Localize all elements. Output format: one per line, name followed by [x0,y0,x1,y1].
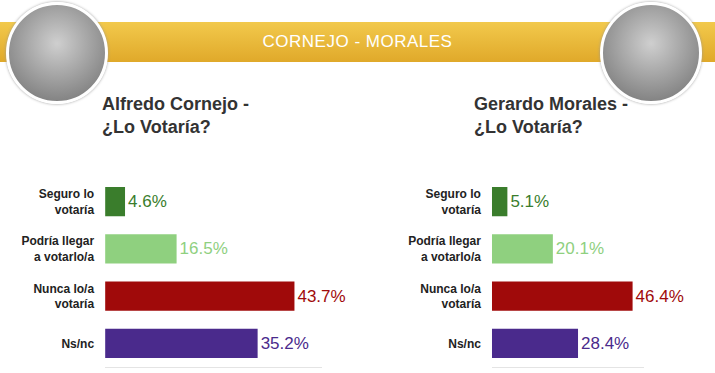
svg-text:28.4%: 28.4% [581,334,629,353]
svg-text:Gerardo Morales -¿Lo Votaría?: Gerardo Morales -¿Lo Votaría? [474,94,628,137]
svg-text:20.1%: 20.1% [556,239,604,258]
svg-text:Seguro lovotaría: Seguro lovotaría [426,187,482,217]
svg-text:46.4%: 46.4% [636,287,684,306]
svg-text:16.5%: 16.5% [180,239,228,258]
svg-text:5.1%: 5.1% [510,192,549,211]
svg-text:Alfredo Cornejo -¿Lo Votaría?: Alfredo Cornejo -¿Lo Votaría? [102,94,249,137]
svg-text:Seguro lovotaría: Seguro lovotaría [39,187,95,217]
svg-text:Ns/nc: Ns/nc [61,337,94,351]
svg-text:Podría llegara votarlo/a: Podría llegara votarlo/a [408,234,481,264]
svg-text:Nunca lo/avotaría: Nunca lo/avotaría [420,282,481,312]
svg-text:35.2%: 35.2% [261,334,309,353]
html-text:CORNEJO - MORALES: CORNEJO - MORALES [262,32,453,51]
svg-text:Ns/nc: Ns/nc [448,337,481,351]
svg-text:Podría llegara votarlo/a: Podría llegara votarlo/a [21,234,94,264]
svg-text:Nunca lo/avotaría: Nunca lo/avotaría [33,282,94,312]
svg-text:4.6%: 4.6% [128,192,167,211]
svg-text:43.7%: 43.7% [297,287,345,306]
